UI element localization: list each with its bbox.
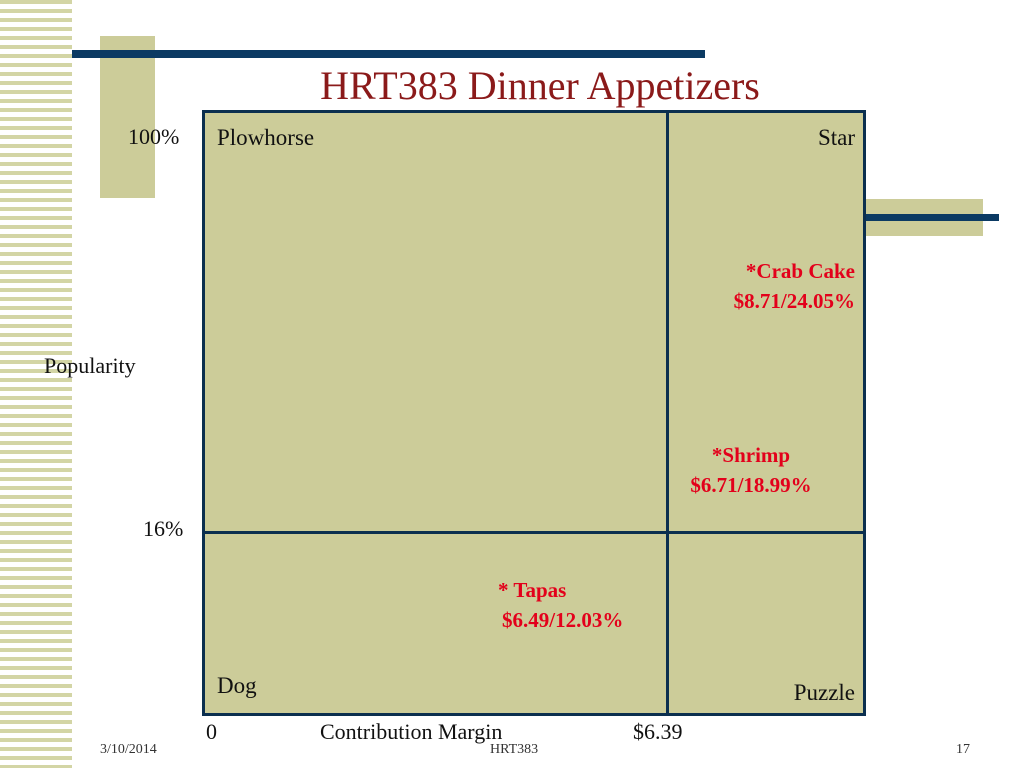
item-shrimp: *Shrimp $6.71/18.99% [676,440,826,500]
item-tapas-name: * Tapas [498,578,567,602]
y-axis-top-tick: 100% [128,124,180,149]
title-accent-bar [72,50,705,58]
item-tapas: * Tapas $6.49/12.03% [498,575,623,635]
quadrant-puzzle-label: Puzzle [793,680,855,705]
quadrant-dog-label: Dog [217,673,257,698]
decorative-block-left [100,36,155,198]
y-axis-threshold-tick: 16% [143,516,184,541]
right-accent-bar [863,214,999,221]
quadrant-star-label: Star [817,125,855,150]
decorative-stripes [0,0,72,768]
item-tapas-value: $6.49/12.03% [502,608,624,632]
item-crab-cake: *Crab Cake $8.71/24.05% [734,256,855,316]
item-crab-cake-name: *Crab Cake [745,259,855,283]
x-axis-label: Contribution Margin [320,719,503,744]
margin-threshold-line [666,113,669,713]
x-axis-origin: 0 [206,719,217,744]
footer-date: 3/10/2014 [100,742,157,757]
y-axis-label: Popularity [44,353,136,378]
footer-page-number: 17 [956,742,970,757]
footer-course: HRT383 [490,742,539,757]
quadrant-plowhorse-label: Plowhorse [217,125,315,150]
popularity-threshold-line [205,531,863,534]
menu-engineering-matrix: Plowhorse Star Dog Puzzle *Crab Cake $8.… [202,110,866,716]
item-shrimp-value: $6.71/18.99% [690,473,812,497]
item-crab-cake-value: $8.71/24.05% [733,289,855,313]
x-axis-threshold-tick: $6.39 [633,719,683,744]
slide-title: HRT383 Dinner Appetizers [320,63,760,108]
item-shrimp-name: *Shrimp [711,443,791,467]
